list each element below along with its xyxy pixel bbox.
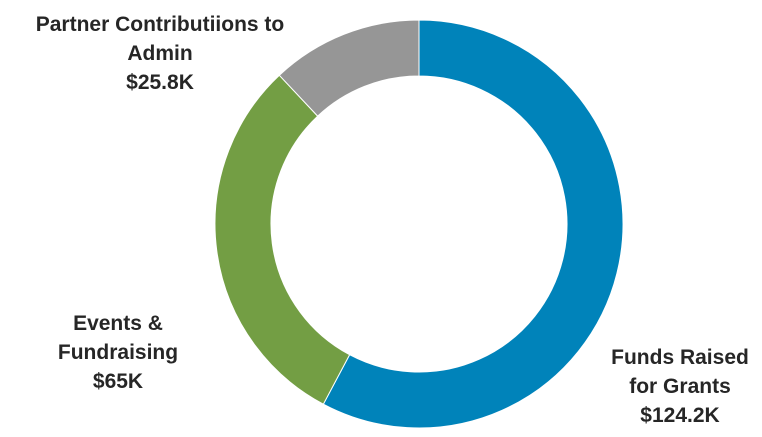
slice-funds-raised-for-grants xyxy=(322,19,624,429)
value-label: $124.2K xyxy=(640,404,719,427)
category-label-line: Funds Raised xyxy=(611,346,749,369)
label-partner-contributiions-to-admin: Partner Contributiions to Admin $25.8K xyxy=(36,13,285,94)
slice-labels: Funds Raised for Grants $124.2K Events & Fun… xyxy=(36,13,749,427)
label-events-fundraising: Events & Fundraising $65K xyxy=(58,312,178,393)
category-label-line: for Grants xyxy=(629,375,731,398)
category-label-line: Events & xyxy=(73,312,163,335)
category-label-line: Admin xyxy=(127,42,192,65)
donut-slices xyxy=(214,19,624,429)
value-label: $65K xyxy=(93,370,143,393)
slice-events-fundraising xyxy=(214,74,351,405)
category-label-line: Partner Contributiions to xyxy=(36,13,285,36)
value-label: $25.8K xyxy=(126,71,194,94)
label-funds-raised-for-grants: Funds Raised for Grants $124.2K xyxy=(611,346,749,427)
slice-partner-contributiions-to-admin xyxy=(278,19,420,117)
category-label-line: Fundraising xyxy=(58,341,178,364)
